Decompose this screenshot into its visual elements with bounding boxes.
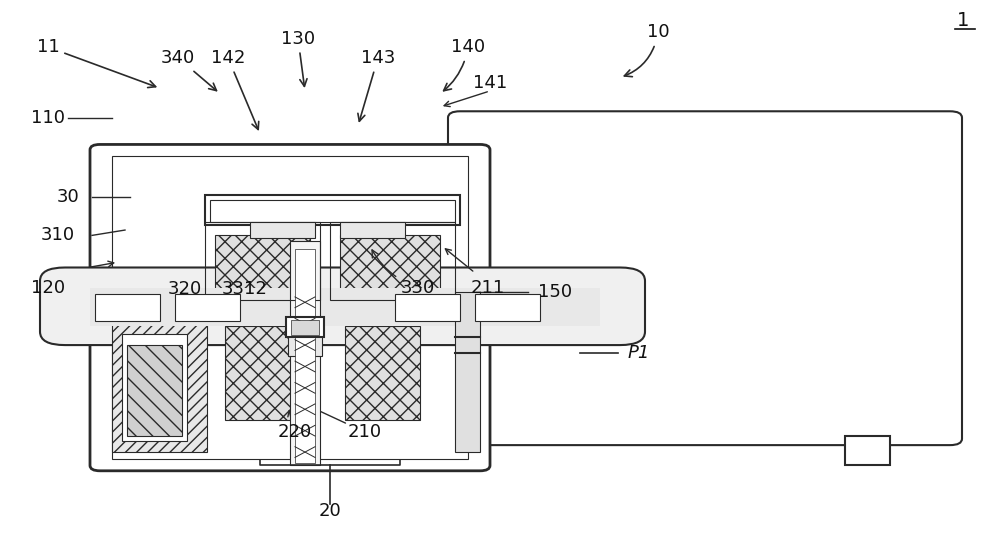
Bar	[455, 292, 480, 452]
Text: 130: 130	[281, 29, 315, 86]
Text: 310: 310	[41, 226, 75, 244]
FancyBboxPatch shape	[448, 111, 962, 445]
Bar	[215, 235, 310, 294]
Text: 211: 211	[471, 279, 505, 297]
Bar	[112, 302, 207, 452]
Text: 142: 142	[211, 49, 259, 129]
Bar	[286, 317, 324, 337]
Bar	[250, 222, 315, 238]
Bar	[295, 249, 315, 463]
Text: 120: 120	[31, 279, 65, 297]
Text: 330: 330	[372, 250, 435, 297]
Bar	[845, 436, 890, 465]
Bar	[288, 334, 322, 356]
Text: 141: 141	[473, 74, 507, 92]
Bar	[210, 200, 455, 222]
FancyBboxPatch shape	[90, 144, 490, 471]
Bar	[175, 294, 240, 321]
Text: 11: 11	[37, 38, 156, 88]
Text: 140: 140	[444, 38, 485, 91]
Bar	[205, 222, 320, 300]
Bar	[291, 320, 319, 335]
Bar	[90, 288, 600, 326]
Text: 220: 220	[278, 423, 312, 441]
Bar	[127, 345, 182, 436]
Text: 150: 150	[538, 282, 572, 301]
Bar	[475, 294, 540, 321]
Text: 340: 340	[161, 49, 216, 90]
Text: 20: 20	[319, 502, 341, 520]
Bar	[95, 294, 160, 321]
Bar	[345, 326, 420, 420]
Bar	[205, 195, 460, 225]
Bar	[225, 326, 300, 420]
Text: 1: 1	[957, 11, 969, 30]
Text: 3312: 3312	[222, 280, 268, 298]
FancyBboxPatch shape	[40, 268, 645, 345]
Bar	[330, 222, 455, 300]
Text: 143: 143	[358, 49, 395, 121]
Bar	[340, 235, 440, 294]
Text: 30: 30	[57, 188, 79, 206]
Text: P1: P1	[628, 344, 650, 362]
Bar	[290, 241, 320, 465]
Text: 110: 110	[31, 109, 65, 127]
Text: 210: 210	[348, 423, 382, 441]
Text: 10: 10	[624, 23, 669, 77]
Bar	[395, 294, 460, 321]
Text: 320: 320	[168, 280, 202, 298]
Bar	[122, 334, 187, 441]
Bar	[340, 222, 405, 238]
